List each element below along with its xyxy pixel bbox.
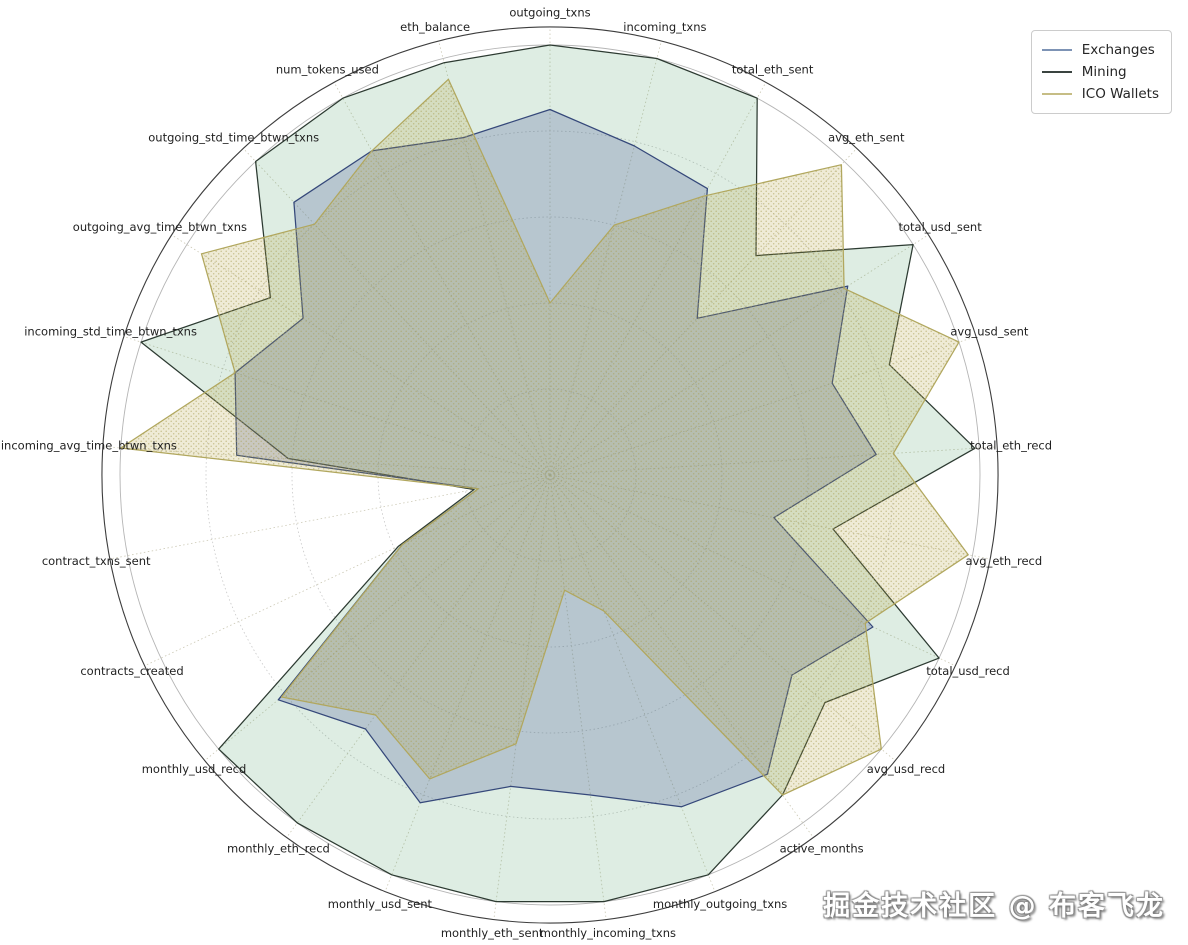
watermark-text: 掘金技术社区 @ 布客飞龙 <box>823 891 1165 922</box>
axis-label-num_tokens_used: num_tokens_used <box>276 63 379 77</box>
radar-outer-spine <box>101 26 999 924</box>
legend-label: ICO Wallets <box>1081 86 1159 102</box>
legend-label: Mining <box>1081 64 1127 80</box>
axis-label-incoming_avg_time_btwn_txns: incoming_avg_time_btwn_txns <box>1 439 177 453</box>
axis-label-total_eth_recd: total_eth_recd <box>970 439 1052 453</box>
legend-line-swatch <box>1041 71 1072 73</box>
axis-label-monthly_usd_sent: monthly_usd_sent <box>328 897 433 911</box>
radar-spoke <box>144 474 551 667</box>
axis-label-eth_balance: eth_balance <box>400 20 470 34</box>
axis-label-monthly_incoming_txns: monthly_incoming_txns <box>540 926 676 940</box>
axis-label-total_eth_sent: total_eth_sent <box>732 63 814 77</box>
axis-label-outgoing_txns: outgoing_txns <box>509 6 590 20</box>
legend-line-swatch <box>1041 93 1072 95</box>
axis-label-incoming_txns: incoming_txns <box>623 20 706 34</box>
axis-label-contracts_created: contracts_created <box>80 664 183 678</box>
axis-label-avg_eth_recd: avg_eth_recd <box>965 554 1042 568</box>
axis-label-incoming_std_time_btwn_txns: incoming_std_time_btwn_txns <box>24 325 197 339</box>
axis-label-outgoing_avg_time_btwn_txns: outgoing_avg_time_btwn_txns <box>73 220 247 234</box>
legend-line-swatch <box>1041 49 1072 51</box>
axis-label-avg_usd_sent: avg_usd_sent <box>950 325 1029 339</box>
radar-spoke <box>549 474 607 920</box>
axis-label-avg_usd_recd: avg_usd_recd <box>867 762 945 776</box>
axis-label-outgoing_std_time_btwn_txns: outgoing_std_time_btwn_txns <box>148 131 319 145</box>
axis-label-monthly_eth_recd: monthly_eth_recd <box>227 841 330 855</box>
axis-label-monthly_eth_sent: monthly_eth_sent <box>441 926 544 940</box>
legend-item-mining: Mining <box>1041 61 1159 83</box>
axis-label-contract_txns_sent: contract_txns_sent <box>42 554 151 568</box>
legend-item-exchanges: Exchanges <box>1041 39 1159 61</box>
legend-item-ico-wallets: ICO Wallets <box>1041 83 1159 105</box>
axis-label-total_usd_recd: total_usd_recd <box>926 664 1010 678</box>
axis-label-avg_eth_sent: avg_eth_sent <box>828 131 905 145</box>
series-outline-ico-wallets <box>120 78 969 796</box>
axis-label-monthly_outgoing_txns: monthly_outgoing_txns <box>653 897 787 911</box>
axis-label-active_months: active_months <box>780 841 864 855</box>
legend-label: Exchanges <box>1081 42 1155 58</box>
series-hatch-ico-wallets <box>120 79 969 796</box>
legend: Exchanges Mining ICO Wallets <box>1030 30 1172 114</box>
radar-spoke <box>549 474 716 892</box>
radar-spoke <box>109 474 551 560</box>
axis-label-monthly_usd_recd: monthly_usd_recd <box>142 762 247 776</box>
axis-label-total_usd_sent: total_usd_sent <box>898 220 982 234</box>
